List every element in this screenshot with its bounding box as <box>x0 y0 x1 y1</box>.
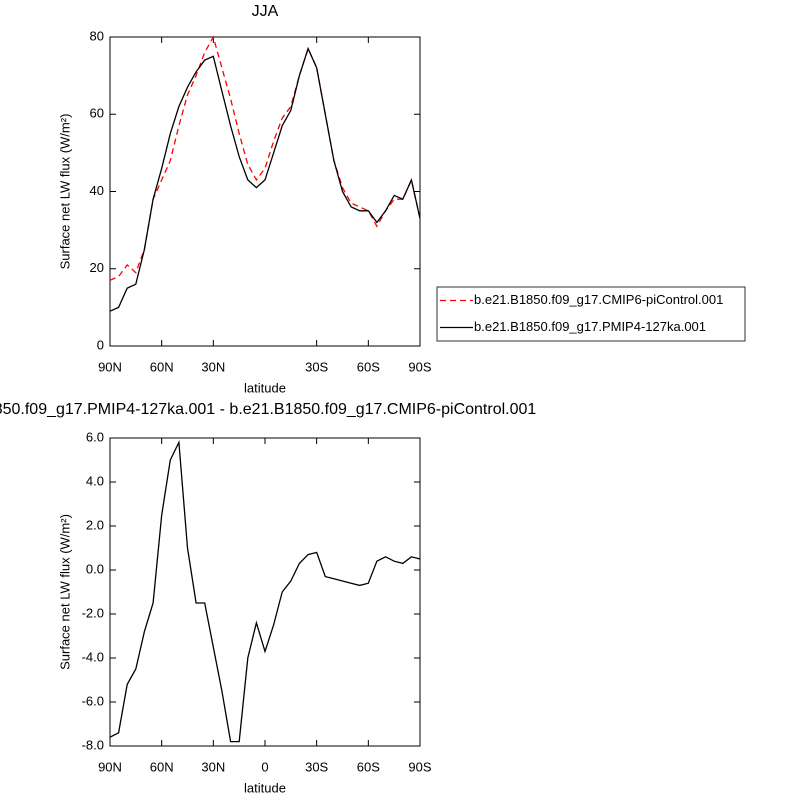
y-tick-label: 2.0 <box>86 517 104 532</box>
y-tick-label: -8.0 <box>82 737 104 752</box>
y-tick-label: -2.0 <box>82 605 104 620</box>
x-axis-label: latitude <box>244 780 286 795</box>
chart-title: 850.f09_g17.PMIP4-127ka.001 - b.e21.B185… <box>0 401 536 418</box>
y-axis-label: Surface net LW flux (W/m²) <box>57 514 72 670</box>
x-tick-label: 90N <box>98 359 122 374</box>
x-tick-label: 90S <box>408 359 431 374</box>
x-tick-label: 90S <box>408 759 431 774</box>
x-tick-label: 60S <box>357 359 380 374</box>
y-tick-label: 0.0 <box>86 561 104 576</box>
series-line <box>109 46 421 312</box>
chart-title: JJA <box>252 3 279 20</box>
x-tick-label: 0 <box>261 759 268 774</box>
legend-label: b.e21.B1850.f09_g17.CMIP6-piControl.001 <box>474 292 723 307</box>
y-tick-label: 20 <box>90 260 104 275</box>
x-axis-label: latitude <box>244 380 286 395</box>
y-axis-label: Surface net LW flux (W/m²) <box>57 114 72 270</box>
y-tick-label: 80 <box>90 28 104 43</box>
x-tick-label: 30S <box>305 759 328 774</box>
legend-box <box>436 286 746 342</box>
y-tick-label: 40 <box>90 183 104 198</box>
plot-frame <box>109 36 421 347</box>
y-tick-label: 6.0 <box>86 429 104 444</box>
y-tick-label: -4.0 <box>82 649 104 664</box>
series-line <box>109 439 421 743</box>
x-tick-label: 90N <box>98 759 122 774</box>
y-tick-label: -6.0 <box>82 693 104 708</box>
plot-frame <box>109 437 421 747</box>
y-tick-label: 4.0 <box>86 473 104 488</box>
x-tick-label: 60N <box>150 759 174 774</box>
legend-label: b.e21.B1850.f09_g17.PMIP4-127ka.001 <box>474 319 706 334</box>
x-tick-label: 30S <box>305 359 328 374</box>
y-tick-label: 60 <box>90 106 104 121</box>
x-tick-label: 30N <box>201 759 225 774</box>
series-line <box>109 35 421 281</box>
x-tick-label: 30N <box>201 359 225 374</box>
x-tick-label: 60S <box>357 759 380 774</box>
y-tick-label: 0 <box>97 337 104 352</box>
x-tick-label: 60N <box>150 359 174 374</box>
